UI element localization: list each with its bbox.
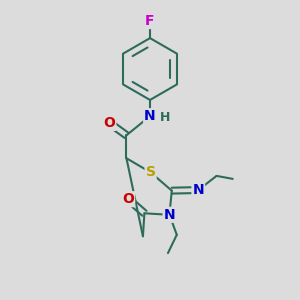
Text: O: O: [103, 116, 115, 130]
Text: O: O: [122, 192, 134, 206]
Text: N: N: [164, 208, 175, 222]
Text: N: N: [193, 183, 204, 197]
Text: F: F: [145, 14, 155, 28]
Text: H: H: [159, 111, 170, 124]
Text: N: N: [144, 109, 156, 123]
Text: S: S: [146, 165, 156, 179]
